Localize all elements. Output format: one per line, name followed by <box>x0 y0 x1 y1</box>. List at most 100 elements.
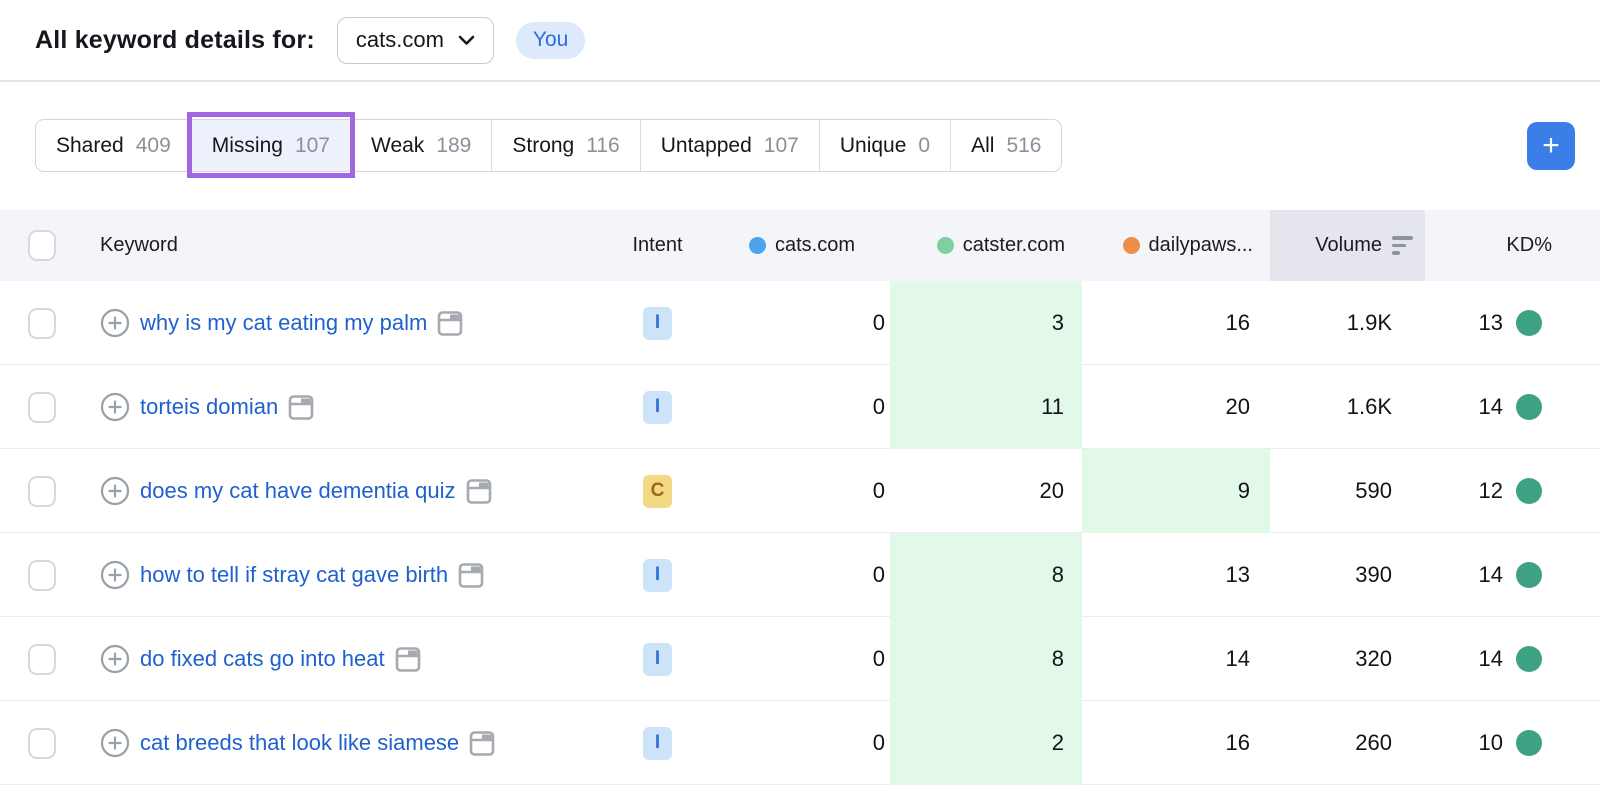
header-cell-volume[interactable]: Volume <box>1270 210 1425 281</box>
table-header-row: Keyword Intent cats.com catster.com dail… <box>0 210 1600 281</box>
row-checkbox[interactable] <box>28 559 56 591</box>
keyword-link[interactable]: do fixed cats go into heat <box>140 646 385 671</box>
table-row: how to tell if stray cat gave birth I 0 … <box>0 533 1600 617</box>
dailypaws-position: 14 <box>1225 646 1250 671</box>
catster-com-position: 2 <box>1051 730 1064 755</box>
cats-com-column-label: cats.com <box>774 234 855 256</box>
tab-count: 107 <box>763 133 799 157</box>
chevron-down-icon <box>458 35 475 46</box>
keyword-link[interactable]: does my cat have dementia quiz <box>140 478 456 503</box>
add-to-list-icon[interactable] <box>100 308 130 338</box>
volume-value: 1.9K <box>1346 310 1392 335</box>
intent-badge[interactable]: I <box>643 642 672 676</box>
add-to-list-icon[interactable] <box>100 560 130 590</box>
catster-com-position: 20 <box>1039 478 1064 503</box>
tab-count: 107 <box>294 133 330 157</box>
intent-badge[interactable]: I <box>643 390 672 424</box>
domain-selector[interactable]: cats.com <box>336 16 494 64</box>
row-checkbox[interactable] <box>28 727 56 759</box>
kd-value: 14 <box>1478 394 1503 419</box>
tab-strong[interactable]: Strong 116 <box>492 120 641 171</box>
kd-column-label: KD% <box>1506 234 1552 256</box>
cats-com-position: 0 <box>872 394 885 419</box>
serp-features-icon[interactable] <box>437 310 463 337</box>
catster-com-position: 8 <box>1051 562 1064 587</box>
dailypaws-position: 16 <box>1225 730 1250 755</box>
serp-features-icon[interactable] <box>466 478 492 505</box>
row-checkbox[interactable] <box>28 391 56 423</box>
intent-badge[interactable]: C <box>643 474 672 508</box>
catster-com-position: 3 <box>1051 310 1064 335</box>
volume-value: 1.6K <box>1346 394 1392 419</box>
select-all-checkbox[interactable] <box>28 230 56 261</box>
table-row: do fixed cats go into heat I 0 8 14 320 … <box>0 617 1600 701</box>
tab-shared[interactable]: Shared 409 <box>36 120 192 171</box>
keywords-table: Keyword Intent cats.com catster.com dail… <box>0 210 1600 785</box>
intent-badge[interactable]: I <box>643 726 672 760</box>
table-body: why is my cat eating my palm I 0 3 16 1.… <box>0 281 1600 785</box>
tab-missing[interactable]: Missing 107 <box>186 112 356 178</box>
domain-selector-value: cats.com <box>355 27 444 52</box>
add-keywords-button[interactable]: + <box>1527 121 1575 170</box>
header-cell-cats-com[interactable]: cats.com <box>705 210 890 281</box>
tabs-row: Shared 409 Missing 107 Weak 189 Strong 1… <box>0 112 1600 178</box>
volume-value: 320 <box>1355 646 1392 671</box>
keyword-link[interactable]: cat breeds that look like siamese <box>140 730 460 755</box>
header-cell-catster-com[interactable]: catster.com <box>890 210 1082 281</box>
row-checkbox[interactable] <box>28 643 56 675</box>
header-cell-kd[interactable]: KD% <box>1425 210 1600 281</box>
row-checkbox[interactable] <box>28 307 56 339</box>
keyword-link[interactable]: why is my cat eating my palm <box>140 310 428 335</box>
volume-value: 590 <box>1355 478 1392 503</box>
keyword-link[interactable]: torteis domian <box>140 394 279 419</box>
keyword-link[interactable]: how to tell if stray cat gave birth <box>140 562 449 587</box>
tab-weak[interactable]: Weak 189 <box>351 120 493 171</box>
tab-label: Unique <box>839 133 907 157</box>
tab-label: Shared <box>56 133 124 157</box>
kd-value: 14 <box>1478 646 1503 671</box>
serp-features-icon[interactable] <box>469 730 495 757</box>
volume-value: 390 <box>1355 562 1392 587</box>
serp-features-icon[interactable] <box>395 646 421 673</box>
tab-count: 0 <box>918 133 931 157</box>
intent-column-label: Intent <box>632 234 683 256</box>
volume-column-label: Volume <box>1315 234 1382 256</box>
tab-label: Missing <box>211 133 283 157</box>
tab-count: 189 <box>436 133 472 157</box>
row-checkbox[interactable] <box>28 475 56 507</box>
dailypaws-position: 16 <box>1225 310 1250 335</box>
add-to-list-icon[interactable] <box>100 728 130 758</box>
kd-value: 12 <box>1478 478 1503 503</box>
tab-count: 116 <box>586 133 620 157</box>
add-to-list-icon[interactable] <box>100 476 130 506</box>
intent-badge[interactable]: I <box>643 306 672 340</box>
header-cell-dailypaws[interactable]: dailypaws... <box>1082 210 1270 281</box>
kd-value: 13 <box>1478 310 1503 335</box>
cats-com-position: 0 <box>872 730 885 755</box>
dailypaws-column-label: dailypaws... <box>1148 234 1254 256</box>
cats-com-position: 0 <box>872 646 885 671</box>
serp-features-icon[interactable] <box>458 562 484 589</box>
kd-difficulty-dot-icon <box>1516 394 1542 420</box>
header-cell-checkbox <box>0 210 70 281</box>
catster-com-position: 11 <box>1041 394 1064 419</box>
intent-badge[interactable]: I <box>643 558 672 592</box>
kd-difficulty-dot-icon <box>1516 730 1542 756</box>
tab-label: Strong <box>512 133 575 157</box>
you-badge: You <box>515 21 586 59</box>
serp-features-icon[interactable] <box>288 394 314 421</box>
tab-label: Untapped <box>660 133 752 157</box>
add-to-list-icon[interactable] <box>100 644 130 674</box>
cats-com-position: 0 <box>872 562 885 587</box>
add-to-list-icon[interactable] <box>100 392 130 422</box>
keyword-filter-tabs: Shared 409 Missing 107 Weak 189 Strong 1… <box>35 112 1063 178</box>
tab-untapped[interactable]: Untapped 107 <box>641 120 820 171</box>
catster-com-dot-icon <box>936 237 954 254</box>
kd-value: 14 <box>1478 562 1503 587</box>
header-cell-keyword: Keyword <box>70 210 610 281</box>
tab-label: All <box>971 133 995 157</box>
tab-unique[interactable]: Unique 0 <box>820 120 952 171</box>
cats-com-position: 0 <box>872 310 885 335</box>
tab-all[interactable]: All 516 <box>951 120 1061 171</box>
keyword-column-label: Keyword <box>100 234 178 256</box>
